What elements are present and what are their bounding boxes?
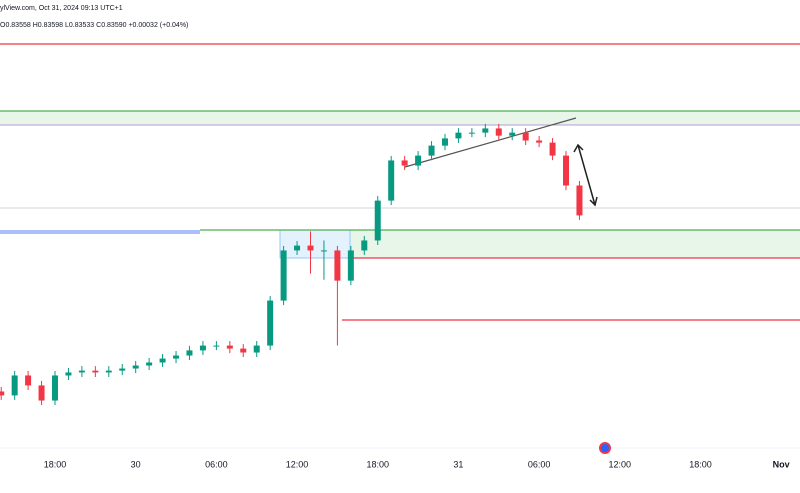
candle-body: [0, 391, 5, 396]
candle-body: [159, 358, 166, 363]
candle-body: [267, 300, 274, 346]
x-tick-label: 18:00: [366, 459, 389, 469]
candle-body: [509, 132, 516, 136]
candle-body: [146, 362, 153, 366]
candle-body: [173, 355, 180, 359]
candle-body: [226, 345, 233, 349]
candle-body: [38, 385, 45, 401]
candle-body: [52, 375, 59, 401]
demand-zone: [350, 230, 800, 258]
x-tick-label: Nov: [773, 459, 790, 469]
candle-body: [240, 348, 247, 353]
x-tick-label: 18:00: [689, 459, 712, 469]
candle-body: [441, 138, 448, 146]
x-tick-label: 30: [131, 459, 141, 469]
candle-body: [65, 372, 72, 376]
candle-body: [549, 142, 556, 156]
candle-body: [361, 240, 368, 251]
candle-body: [78, 370, 85, 373]
candle-body: [213, 345, 220, 347]
candle-body: [495, 128, 502, 136]
candle-body: [334, 250, 341, 281]
candle-body: [576, 185, 583, 216]
candle-body: [455, 132, 462, 139]
candle-body: [415, 155, 422, 166]
candle-body: [563, 155, 570, 186]
candle-body: [280, 250, 287, 301]
candle-body: [253, 345, 260, 353]
candle-body: [468, 132, 475, 134]
candle-body: [119, 368, 126, 371]
x-tick-label: 12:00: [609, 459, 632, 469]
event-icon[interactable]: [599, 442, 611, 454]
x-tick-label: 12:00: [286, 459, 309, 469]
candle-body: [536, 140, 543, 143]
candle-body: [11, 375, 18, 396]
candle-body: [522, 132, 529, 141]
candle-body: [401, 160, 408, 166]
x-tick-label: 31: [453, 459, 463, 469]
trend-line: [404, 117, 577, 168]
x-tick-label: 06:00: [528, 459, 551, 469]
x-tick-label: 06:00: [205, 459, 228, 469]
x-tick-label: 18:00: [44, 459, 67, 469]
candle-body: [347, 250, 354, 281]
candle-body: [374, 200, 381, 241]
header-source: ylView.com, Oct 31, 2024 09:13 UTC+1: [0, 5, 123, 12]
candle-body: [388, 160, 395, 201]
candle-body: [199, 345, 206, 351]
header-ohlc: O0.83558 H0.83598 L0.83533 C0.83590 +0.0…: [0, 22, 188, 29]
arrow: [573, 143, 598, 207]
candle-body: [482, 128, 489, 133]
candle-body: [25, 375, 32, 386]
candle-body: [320, 250, 327, 252]
candle-body: [92, 370, 99, 373]
candle-body: [132, 365, 139, 369]
candle-body: [186, 350, 193, 356]
candle-body: [294, 245, 301, 251]
supply-zone: [0, 111, 800, 125]
candle-body: [105, 370, 112, 373]
candle-body: [307, 245, 314, 251]
candle-body: [428, 145, 435, 156]
